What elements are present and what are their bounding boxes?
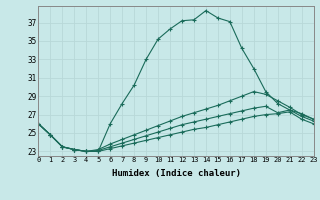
X-axis label: Humidex (Indice chaleur): Humidex (Indice chaleur) <box>111 169 241 178</box>
